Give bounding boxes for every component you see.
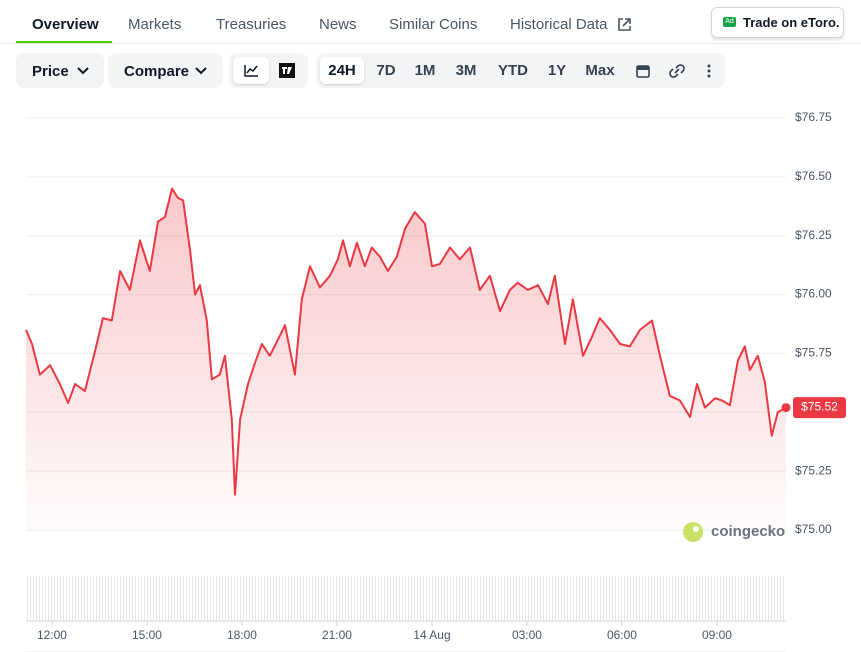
watermark-text: coingecko	[711, 523, 785, 540]
x-tick-label: 09:00	[702, 628, 732, 642]
price-dropdown[interactable]: Price	[16, 53, 104, 88]
x-tick-label: 15:00	[132, 628, 162, 642]
line-chart-button[interactable]	[233, 57, 269, 84]
tradingview-button[interactable]	[279, 63, 295, 78]
x-tick-label: 18:00	[227, 628, 257, 642]
y-tick-label: $76.00	[795, 287, 832, 301]
area-fill	[26, 188, 786, 530]
chevron	[77, 67, 89, 75]
x-tick-label: 21:00	[322, 628, 352, 642]
range-button[interactable]: Max	[585, 62, 615, 79]
tab[interactable]: Markets	[128, 16, 182, 33]
range-button[interactable]: 24H	[320, 57, 364, 84]
ad-badge: Ad	[723, 17, 736, 27]
dropdown-label: Compare	[124, 63, 190, 80]
x-tick-label: 03:00	[512, 628, 542, 642]
range-button[interactable]: 1M	[414, 62, 436, 79]
last-price-label: $75.52	[801, 400, 838, 414]
range-button[interactable]: 7D	[376, 62, 396, 79]
y-tick-label: $75.75	[795, 346, 832, 360]
range-button[interactable]: 1Y	[547, 62, 567, 79]
ad-label: Trade on eToro.	[743, 15, 840, 30]
y-tick-label: $76.50	[795, 169, 832, 183]
external-link-icon	[618, 18, 631, 31]
tab[interactable]: Treasuries	[216, 16, 287, 33]
last-price-tag	[793, 397, 846, 419]
active-tab-underline	[16, 41, 112, 44]
range-button[interactable]: YTD	[498, 62, 528, 79]
compare-dropdown[interactable]: Compare	[108, 53, 223, 88]
line-icon	[244, 65, 258, 77]
tab[interactable]: Overview	[32, 16, 99, 33]
x-tick-label: 12:00	[37, 628, 67, 642]
calendar-button[interactable]	[636, 64, 650, 78]
tab[interactable]: Historical Data	[510, 16, 608, 33]
x-tick-label: 14 Aug	[413, 628, 450, 642]
chevron	[195, 67, 207, 75]
tab[interactable]: Similar Coins	[389, 16, 478, 33]
watermark: coingecko	[683, 522, 785, 542]
price-line	[25, 187, 787, 496]
tab[interactable]: News	[319, 16, 357, 33]
tradingview-icon	[282, 67, 292, 74]
y-tick-label: $75.25	[795, 463, 832, 477]
y-tick-label: $76.75	[795, 110, 832, 124]
volume-bars	[26, 576, 786, 621]
tabs-divider	[0, 43, 861, 44]
range-group: 24H 7D 1M 3M YTD 1Y Max	[316, 53, 725, 88]
y-tick-label: $76.25	[795, 228, 832, 242]
dropdown-label: Price	[32, 63, 69, 80]
ad-button[interactable]: Ad Trade on eToro.	[711, 7, 844, 38]
chart-type-group	[229, 53, 308, 88]
link-button[interactable]	[668, 63, 686, 79]
x-tick-label: 06:00	[607, 628, 637, 642]
range-button[interactable]: 3M	[455, 62, 477, 79]
last-point	[781, 403, 791, 413]
more-button[interactable]	[706, 63, 712, 79]
y-tick-label: $75.00	[795, 522, 832, 536]
